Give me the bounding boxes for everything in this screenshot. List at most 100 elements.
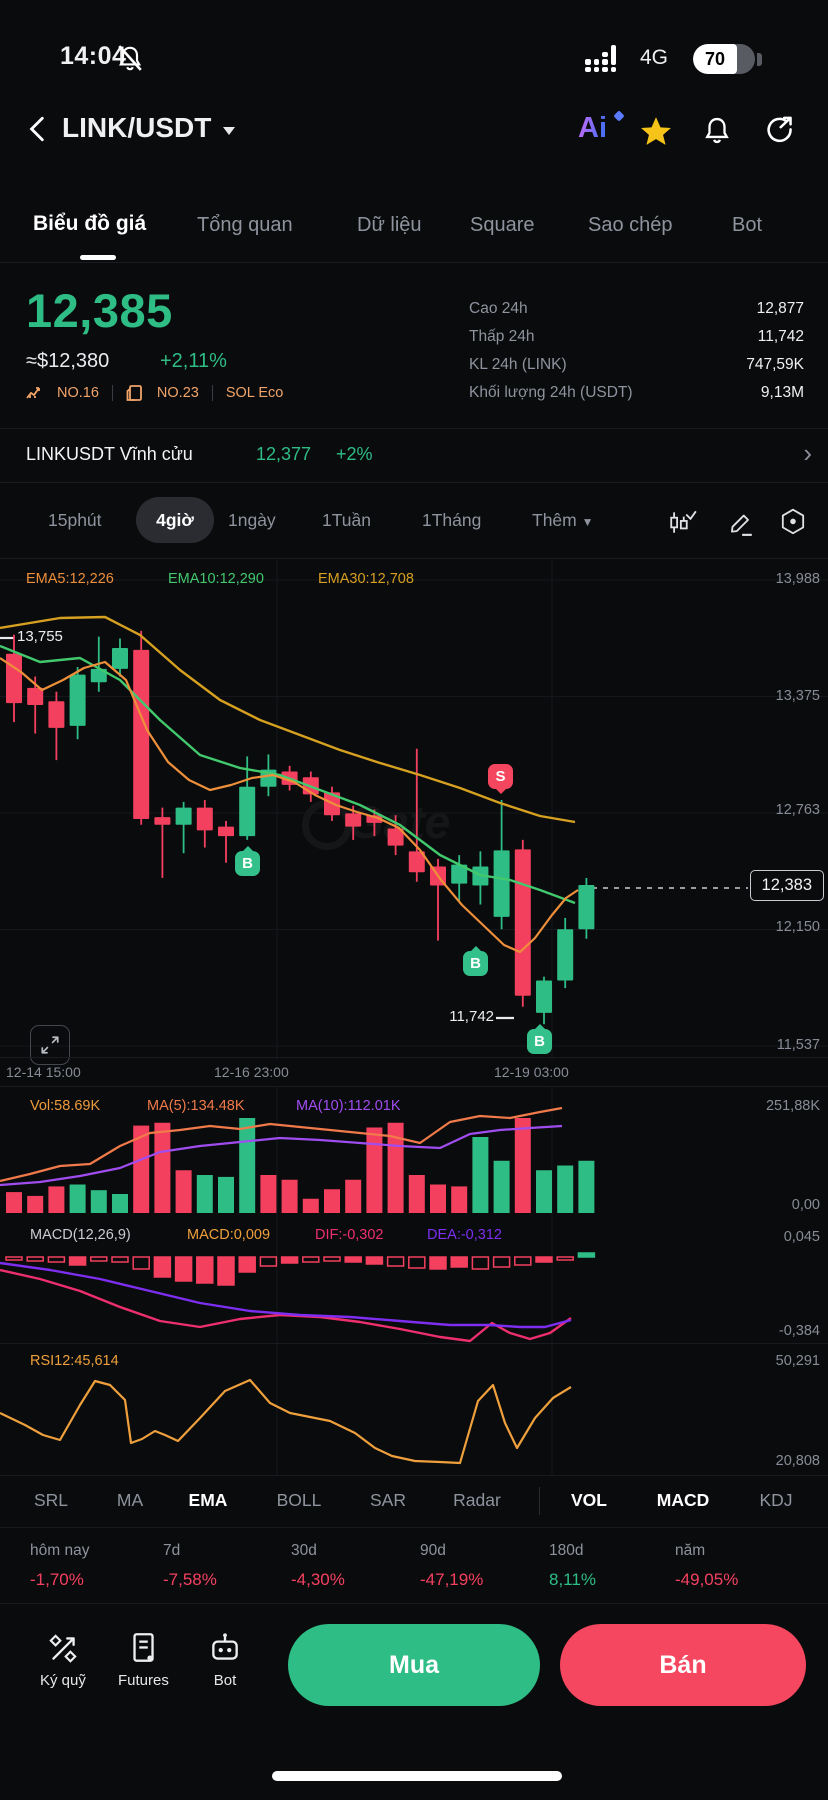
divider <box>0 1343 828 1344</box>
perf-label: 30d <box>291 1542 317 1559</box>
tab-square[interactable]: Square <box>470 214 535 236</box>
tab-copy[interactable]: Sao chép <box>588 214 673 236</box>
perf-value: -47,19% <box>420 1570 484 1589</box>
alert-bell-icon[interactable] <box>702 115 732 145</box>
indtab-vol[interactable]: VOL <box>571 1490 607 1510</box>
price-change: +2,11% <box>160 350 227 372</box>
divider <box>0 1527 828 1528</box>
indtab-sar[interactable]: SAR <box>370 1490 406 1510</box>
stat-low-value: 11,742 <box>757 328 804 345</box>
vol-ma10-label: MA(10):112.01K <box>296 1098 401 1114</box>
perf-label: 90d <box>420 1542 446 1559</box>
indtab-kdj[interactable]: KDJ <box>759 1490 793 1510</box>
macd-chart[interactable] <box>0 1215 828 1343</box>
macd-value-label: MACD:0,009 <box>187 1227 271 1243</box>
divider <box>111 385 113 401</box>
tf-1month[interactable]: 1Tháng <box>422 510 482 530</box>
x-tick: 12-14 15:00 <box>6 1064 81 1080</box>
stat-quote-vol-label: Khối lượng 24h (USDT) <box>469 384 633 401</box>
tab-overview[interactable]: Tổng quan <box>197 214 293 236</box>
indtab-macd[interactable]: MACD <box>656 1490 710 1510</box>
divider <box>0 1086 828 1087</box>
perf-value: 8,11% <box>549 1570 596 1589</box>
sell-button[interactable]: Bán <box>560 1624 806 1706</box>
perf-value: -4,30% <box>291 1570 345 1589</box>
caret-down-icon: ▼ <box>581 515 594 529</box>
battery-nub <box>757 53 762 66</box>
buy-button[interactable]: Mua <box>288 1624 540 1706</box>
indtab-radar[interactable]: Radar <box>453 1490 501 1510</box>
bot-button[interactable]: Bot <box>207 1630 243 1689</box>
y-tick: 11,537 <box>776 1037 820 1053</box>
fiat-price: ≈$12,380 <box>26 350 110 372</box>
tab-bot[interactable]: Bot <box>732 214 763 236</box>
settings-icon[interactable] <box>778 507 808 537</box>
perp-pair[interactable]: LINKUSDT Vĩnh cửu <box>26 444 193 464</box>
rank-badges[interactable]: NO.16 NO.23 SOL Eco <box>26 384 283 402</box>
macd-min: -0,384 <box>778 1323 820 1339</box>
vol-label: Vol:58.69K <box>30 1098 101 1114</box>
network-type: 4G <box>640 46 669 69</box>
ema10-label: EMA10:12,290 <box>168 571 264 587</box>
bot-label: Bot <box>213 1672 237 1689</box>
battery-level: 70 <box>704 48 726 69</box>
margin-button[interactable]: Ký quỹ <box>40 1630 86 1689</box>
tab-data[interactable]: Dữ liệu <box>357 214 422 236</box>
perf-label: hôm nay <box>30 1542 90 1559</box>
tf-more[interactable]: Thêm ▼ <box>532 510 594 530</box>
tf-4h[interactable]: 4giờ <box>156 510 194 530</box>
futures-button[interactable]: Futures <box>118 1630 169 1689</box>
indtab-boll[interactable]: BOLL <box>276 1490 322 1510</box>
active-tab-underline <box>80 255 116 260</box>
rsi-chart[interactable] <box>0 1343 828 1475</box>
volume-chart[interactable] <box>0 1086 828 1215</box>
stat-high-label: Cao 24h <box>469 300 528 317</box>
divider <box>0 482 828 483</box>
chart-style-icon[interactable] <box>668 507 698 537</box>
vol-ma5-label: MA(5):134.48K <box>147 1098 245 1114</box>
ai-assistant-button[interactable]: Ai <box>578 112 607 144</box>
trade-marker-sell: S <box>488 764 513 789</box>
chevron-right-icon[interactable]: › <box>803 438 812 468</box>
vol-min: 0,00 <box>791 1197 820 1213</box>
ai-sparkle-icon <box>613 110 625 122</box>
pair-title[interactable]: LINK/USDT <box>62 112 212 143</box>
x-tick: 12-19 03:00 <box>494 1064 569 1080</box>
last-price: 12,385 <box>26 284 173 337</box>
low-price-marker: 11,742 <box>449 1008 494 1025</box>
y-tick: 13,375 <box>775 688 820 704</box>
perf-label: năm <box>675 1542 706 1559</box>
divider <box>211 385 213 401</box>
rank-volume: NO.23 <box>156 385 199 401</box>
futures-label: Futures <box>118 1672 169 1689</box>
divider <box>0 262 828 263</box>
rsi-min: 20,808 <box>775 1453 820 1469</box>
stat-quote-vol-value: 9,13M <box>760 384 804 401</box>
trade-marker-buy: B <box>463 951 488 976</box>
favorite-star-icon[interactable] <box>640 116 672 146</box>
tf-1week[interactable]: 1Tuần <box>322 510 371 530</box>
perp-price: 12,377 <box>256 444 312 464</box>
signal-icon <box>585 44 616 72</box>
back-icon[interactable] <box>24 115 52 143</box>
divider <box>0 1475 828 1476</box>
stat-low-label: Thấp 24h <box>469 328 535 345</box>
divider <box>0 558 828 559</box>
indtab-ema[interactable]: EMA <box>188 1490 228 1510</box>
trend-icon <box>26 387 40 399</box>
stat-high-value: 12,877 <box>756 300 804 317</box>
fullscreen-button[interactable] <box>30 1025 70 1065</box>
y-tick: 13,988 <box>775 571 820 587</box>
tab-price-chart[interactable]: Biểu đồ giá <box>33 212 147 235</box>
perf-value: -1,70% <box>30 1570 84 1589</box>
perp-change: +2% <box>336 444 373 464</box>
tf-15min[interactable]: 15phút <box>48 510 102 530</box>
indtab-ma[interactable]: MA <box>116 1490 144 1510</box>
tf-1day[interactable]: 1ngày <box>228 510 276 530</box>
draw-pencil-icon[interactable] <box>725 507 755 537</box>
chevron-down-icon[interactable] <box>222 126 236 136</box>
perf-value: -49,05% <box>675 1570 739 1589</box>
share-icon[interactable] <box>764 115 794 145</box>
indtab-srl[interactable]: SRL <box>33 1490 69 1510</box>
candlestick-chart[interactable] <box>0 560 828 1060</box>
